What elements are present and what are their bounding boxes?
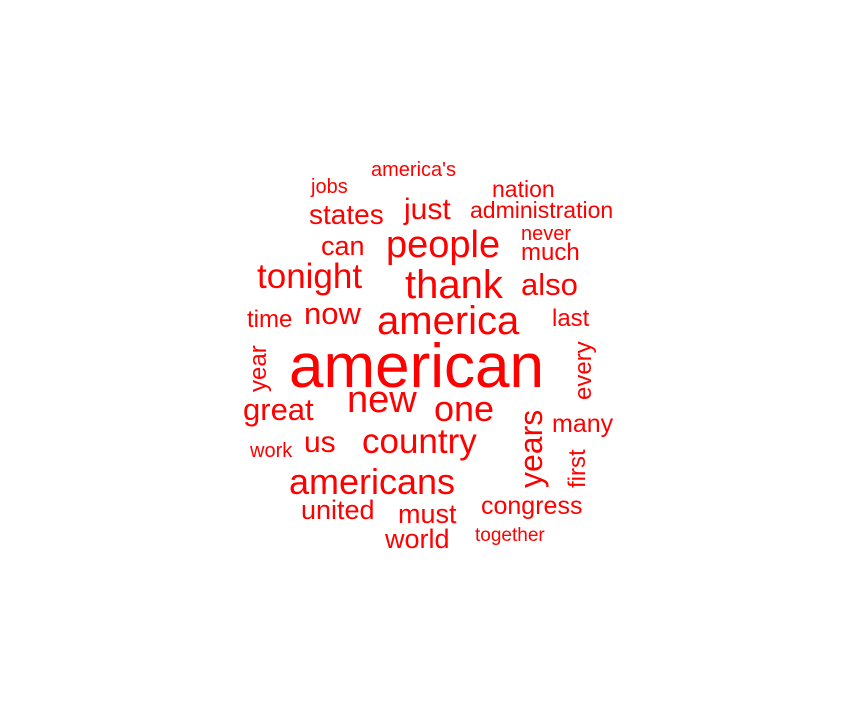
word-now: now (304, 296, 361, 331)
word-americans: americans (289, 461, 456, 502)
word-tonight: tonight (257, 257, 363, 296)
word-united: united (301, 495, 375, 525)
word-new: new (347, 379, 417, 421)
word-nation: nation (492, 176, 555, 202)
word-us: us (304, 426, 336, 459)
word-states: states (309, 199, 384, 230)
word-people: people (386, 224, 501, 266)
word-many: many (552, 410, 614, 438)
word-americas: america's (371, 159, 456, 181)
word-great: great (243, 392, 314, 427)
word-never: never (521, 223, 572, 245)
word-thank: thank (405, 263, 503, 307)
word-american: american (289, 332, 544, 401)
word-must: must (398, 499, 457, 529)
word-time: time (247, 306, 293, 333)
word-jobs: jobs (311, 176, 348, 198)
word-years: years (513, 409, 549, 488)
word-congress: congress (481, 492, 583, 520)
word-year: year (245, 345, 272, 392)
word-work: work (250, 440, 293, 462)
word-much: much (521, 239, 580, 266)
word-first: first (564, 449, 591, 488)
word-every: every (570, 341, 597, 400)
word-just: just (404, 193, 451, 226)
word-country: country (362, 422, 477, 461)
word-last: last (552, 305, 590, 332)
word-together: together (475, 525, 545, 546)
word-can: can (321, 231, 365, 261)
word-america: america (377, 299, 520, 343)
word-world: world (385, 524, 450, 554)
word-one: one (434, 388, 495, 429)
word-also: also (521, 267, 578, 302)
word-administration: administration (470, 197, 614, 223)
